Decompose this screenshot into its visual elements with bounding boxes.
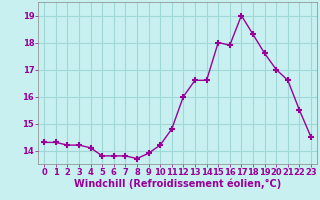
X-axis label: Windchill (Refroidissement éolien,°C): Windchill (Refroidissement éolien,°C)	[74, 179, 281, 189]
